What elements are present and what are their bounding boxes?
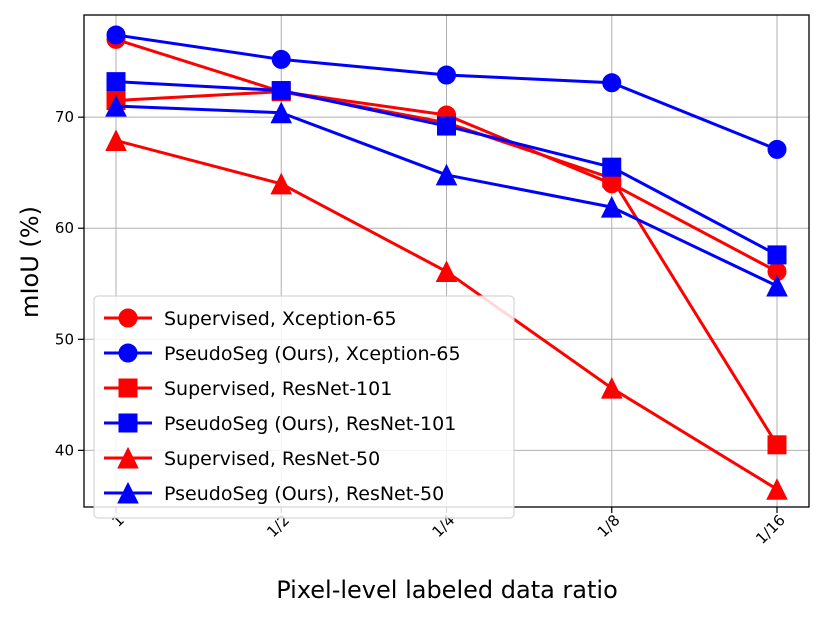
data-point: [766, 274, 788, 297]
legend-box: [93, 295, 515, 519]
data-point: [437, 65, 456, 85]
legend-entry: Supervised, Xception-65: [104, 308, 397, 330]
y-tick-label: 60: [55, 219, 74, 237]
data-point: [437, 116, 456, 136]
legend-label: Supervised, ResNet-50: [164, 448, 380, 470]
series-6: [105, 94, 788, 297]
legend-entry: PseudoSeg (Ours), ResNet-101: [104, 413, 456, 435]
x-axis-title: Pixel-level labeled data ratio: [276, 576, 618, 604]
legend-entry: Supervised, ResNet-50: [104, 446, 380, 470]
x-tick-label: 1/8: [594, 511, 624, 541]
y-tick-label: 40: [55, 441, 74, 459]
data-point: [106, 25, 126, 45]
series-2: [106, 25, 787, 159]
data-point: [271, 81, 291, 101]
data-point: [600, 377, 623, 399]
data-point: [767, 245, 787, 265]
legend-label: Supervised, Xception-65: [164, 308, 397, 330]
legend-label: PseudoSeg (Ours), ResNet-101: [164, 413, 456, 435]
legend-entry: PseudoSeg (Ours), ResNet-50: [104, 481, 444, 505]
data-point: [270, 101, 293, 124]
y-axis-title: mIoU (%): [16, 206, 44, 318]
y-tick-label: 50: [55, 330, 74, 348]
x-tick-label: 1/16: [752, 511, 789, 548]
data-point: [435, 260, 458, 283]
data-point: [766, 478, 788, 500]
legend-label: PseudoSeg (Ours), ResNet-50: [164, 483, 444, 505]
legend-entry: PseudoSeg (Ours), Xception-65: [104, 343, 461, 365]
data-point: [106, 72, 126, 92]
legend-label: Supervised, ResNet-101: [164, 378, 392, 400]
legend: Supervised, Xception-65 PseudoSeg (Ours),…: [93, 295, 515, 519]
data-point: [105, 94, 127, 117]
legend-entry: Supervised, ResNet-101: [104, 378, 392, 400]
series-layer: [105, 25, 788, 500]
data-point: [271, 49, 291, 69]
legend-label: PseudoSeg (Ours), Xception-65: [164, 343, 461, 365]
data-point: [767, 139, 787, 159]
data-point: [767, 435, 787, 455]
data-point: [600, 196, 623, 218]
legend-marker: [118, 308, 138, 328]
data-point: [105, 129, 127, 151]
legend-marker: [118, 413, 138, 433]
y-tick-label: 70: [55, 108, 74, 126]
data-point: [270, 172, 293, 195]
legend-marker: [118, 378, 138, 398]
legend-marker: [118, 343, 138, 363]
series-5: [105, 129, 788, 500]
legend-marker: [117, 446, 139, 469]
data-point: [602, 73, 622, 93]
legend-marker: [117, 481, 139, 504]
data-point: [602, 157, 622, 177]
series-4: [106, 72, 787, 265]
data-point: [435, 163, 458, 186]
